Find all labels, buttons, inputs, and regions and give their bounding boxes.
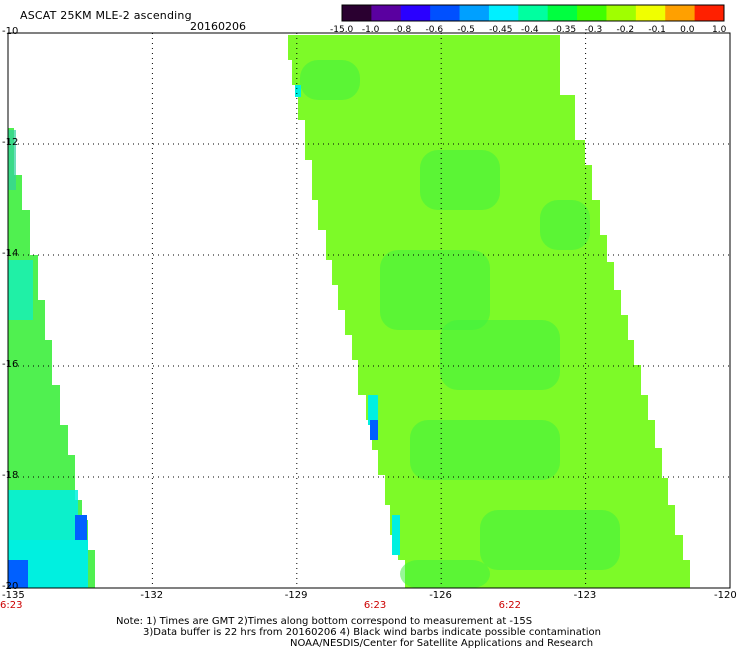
- wind-swath-left-cell: [75, 515, 87, 540]
- colorbar-label: -1.0: [361, 25, 380, 35]
- time-label: 6:23: [0, 600, 23, 611]
- colorbar-swatch: [459, 5, 490, 21]
- wind-swath-left-cell: [8, 560, 28, 588]
- colorbar-swatch: [694, 5, 725, 21]
- colorbar-swatch: [665, 5, 696, 21]
- wind-swath-patch: [380, 250, 490, 330]
- lat-tick-label: -16: [2, 359, 19, 370]
- colorbar-swatch: [635, 5, 666, 21]
- lon-tick-label: -126: [429, 590, 452, 601]
- colorbar-label: -0.2: [616, 25, 635, 35]
- map-plot: [7, 32, 731, 589]
- colorbar-swatch: [488, 5, 519, 21]
- colorbar-label: -0.8: [393, 25, 412, 35]
- wind-swath-edge-cell: [392, 515, 400, 555]
- time-label: 6:23: [363, 600, 387, 611]
- colorbar-label: 0.0: [680, 25, 695, 35]
- wind-swath-left-cell: [8, 260, 33, 320]
- wind-swath-patch: [440, 320, 560, 390]
- colorbar-swatch: [606, 5, 637, 21]
- colorbar: [341, 4, 725, 22]
- colorbar-swatch: [400, 5, 431, 21]
- colorbar-swatch: [371, 5, 402, 21]
- colorbar-label: -0.1: [648, 25, 666, 35]
- colorbar-label: -0.6: [425, 25, 444, 35]
- colorbar-swatch: [547, 5, 578, 21]
- lat-tick-label: -20: [2, 581, 19, 592]
- wind-swath-patch: [540, 200, 590, 250]
- colorbar-swatch: [430, 5, 461, 21]
- lon-tick-label: -123: [573, 590, 597, 601]
- wind-swath-edge-cell: [370, 420, 378, 440]
- lon-tick-label: -132: [140, 590, 164, 601]
- note-line-2: 3)Data buffer is 22 hrs from 20160206 4)…: [143, 627, 601, 638]
- wind-swath-left: [8, 128, 95, 588]
- colorbar-label: -0.3: [584, 25, 603, 35]
- product-date: 20160206: [190, 20, 246, 33]
- lat-tick-label: -10: [2, 26, 19, 37]
- colorbar-label: -0.5: [457, 25, 475, 35]
- wind-swath-patch: [400, 560, 490, 588]
- wind-swath-edge-cell: [295, 85, 301, 97]
- colorbar-label: -0.35: [552, 25, 577, 35]
- time-label: 6:22: [498, 600, 522, 611]
- colorbar-swatch: [518, 5, 549, 21]
- wind-swath-patch: [410, 420, 560, 480]
- lat-tick-label: -14: [2, 248, 19, 259]
- wind-swath-patch: [300, 60, 360, 100]
- colorbar-label: -0.45: [489, 25, 513, 35]
- lat-tick-label: -12: [2, 137, 19, 148]
- colorbar-label: -15.0: [330, 25, 354, 35]
- lon-tick-label: -135: [2, 590, 25, 601]
- note-line-3: NOAA/NESDIS/Center for Satellite Applica…: [290, 638, 594, 649]
- lat-tick-label: -18: [2, 470, 19, 481]
- colorbar-label: -0.4: [521, 25, 539, 35]
- product-title: ASCAT 25KM MLE-2 ascending: [20, 9, 192, 22]
- wind-swath-patch: [480, 510, 620, 570]
- lon-tick-label: -129: [284, 590, 308, 601]
- wind-swath-left-cell: [8, 130, 16, 190]
- colorbar-label: 1.0: [712, 25, 727, 35]
- colorbar-swatch: [342, 5, 372, 21]
- wind-swath-edge-cell: [368, 395, 378, 425]
- wind-swath-patch: [420, 150, 500, 210]
- colorbar-swatch: [577, 5, 607, 21]
- lon-tick-label: -120: [714, 590, 737, 601]
- note-line-1: Note: 1) Times are GMT 2)Times along bot…: [116, 616, 533, 627]
